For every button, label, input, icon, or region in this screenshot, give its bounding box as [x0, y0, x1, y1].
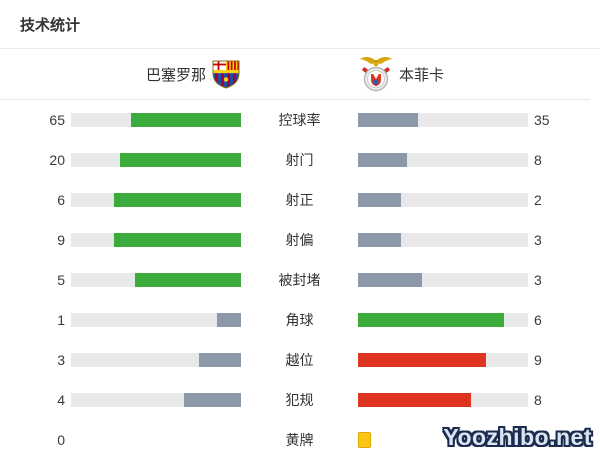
home-bar: [71, 393, 241, 407]
away-value: 3: [534, 272, 542, 288]
home-bar-fill: [130, 113, 241, 127]
away-bar: [358, 353, 528, 367]
away-bar: [358, 153, 528, 167]
home-team: 巴塞罗那: [20, 59, 241, 89]
stat-label: 射正: [285, 192, 314, 208]
stat-row: 6 射正 2: [0, 180, 600, 220]
home-bar-fill: [198, 353, 241, 367]
home-value: 0: [57, 432, 65, 448]
away-bar-fill: [358, 153, 407, 167]
stat-label: 黄牌: [285, 432, 314, 448]
stat-row: 20 射门 8: [0, 140, 600, 180]
watermark: Yoozhibo.net: [443, 424, 592, 450]
away-bar: [358, 233, 528, 247]
page-title: 技术统计: [20, 17, 81, 34]
stat-row: 65 控球率 35: [0, 100, 600, 140]
home-bar: [71, 113, 241, 127]
yellow-card-icon: [358, 432, 371, 448]
home-value: 9: [57, 232, 65, 248]
home-bar-fill: [216, 313, 241, 327]
stat-label: 控球率: [278, 112, 321, 128]
stat-row: 5 被封堵 3: [0, 260, 600, 300]
home-bar: [71, 153, 241, 167]
away-bar: [358, 273, 528, 287]
stat-row: 0 黄牌 1: [0, 420, 600, 456]
away-value: 3: [534, 232, 542, 248]
away-bar-fill: [358, 233, 401, 247]
home-bar: [71, 233, 241, 247]
away-value: 35: [534, 112, 550, 128]
home-value: 65: [49, 112, 65, 128]
away-value: 8: [534, 392, 542, 408]
away-team-name: 本菲卡: [399, 66, 445, 84]
away-cards: [358, 432, 528, 448]
stat-row: 1 角球 6: [0, 300, 600, 340]
home-value: 1: [57, 312, 65, 328]
away-bar: [358, 193, 528, 207]
stat-label: 被封堵: [278, 272, 321, 288]
stat-row: 3 越位 9: [0, 340, 600, 380]
home-value: 5: [57, 272, 65, 288]
barcelona-crest-icon: [211, 59, 241, 89]
away-bar-fill: [358, 393, 472, 407]
away-bar-fill: [358, 353, 486, 367]
team-header: 巴塞罗那: [0, 49, 590, 100]
away-team: 本菲卡: [358, 55, 584, 93]
away-value: 9: [534, 352, 542, 368]
away-bar-fill: [358, 313, 504, 327]
home-bar-fill: [113, 193, 241, 207]
away-value: 2: [534, 192, 542, 208]
stat-row: 9 射偏 3: [0, 220, 600, 260]
home-bar: [71, 273, 241, 287]
home-bar-fill: [113, 233, 241, 247]
stat-label: 角球: [285, 312, 314, 328]
home-value: 3: [57, 352, 65, 368]
home-value: 4: [57, 392, 65, 408]
home-bar: [71, 193, 241, 207]
away-bar: [358, 313, 528, 327]
stats-rows: 65 控球率 35 20 射门 8 6 射正 2 9 射偏 3 5 被封堵 3 1 角球 6 3 越位 9 4 犯规 8 0 黄牌…: [0, 100, 600, 456]
home-team-name: 巴塞罗那: [145, 66, 206, 84]
home-value: 20: [49, 152, 65, 168]
stat-label: 越位: [285, 352, 314, 368]
away-bar: [358, 393, 528, 407]
stat-row: 4 犯规 8: [0, 380, 600, 420]
away-value: 1: [534, 432, 542, 448]
title-divider: [0, 48, 600, 49]
away-bar: [358, 113, 528, 127]
away-bar-fill: [358, 273, 422, 287]
home-bar-fill: [134, 273, 241, 287]
home-bar-fill: [119, 153, 241, 167]
home-bar: [71, 353, 241, 367]
away-bar-fill: [358, 193, 401, 207]
home-bar: [71, 313, 241, 327]
stat-label: 射门: [285, 152, 314, 168]
home-bar-fill: [184, 393, 241, 407]
home-cards: [71, 432, 241, 448]
away-bar-fill: [358, 113, 418, 127]
away-value: 6: [534, 312, 542, 328]
stat-label: 射偏: [285, 232, 314, 248]
away-value: 8: [534, 152, 542, 168]
home-value: 6: [57, 192, 65, 208]
benfica-crest-icon: [358, 55, 394, 93]
stat-label: 犯规: [285, 392, 314, 408]
